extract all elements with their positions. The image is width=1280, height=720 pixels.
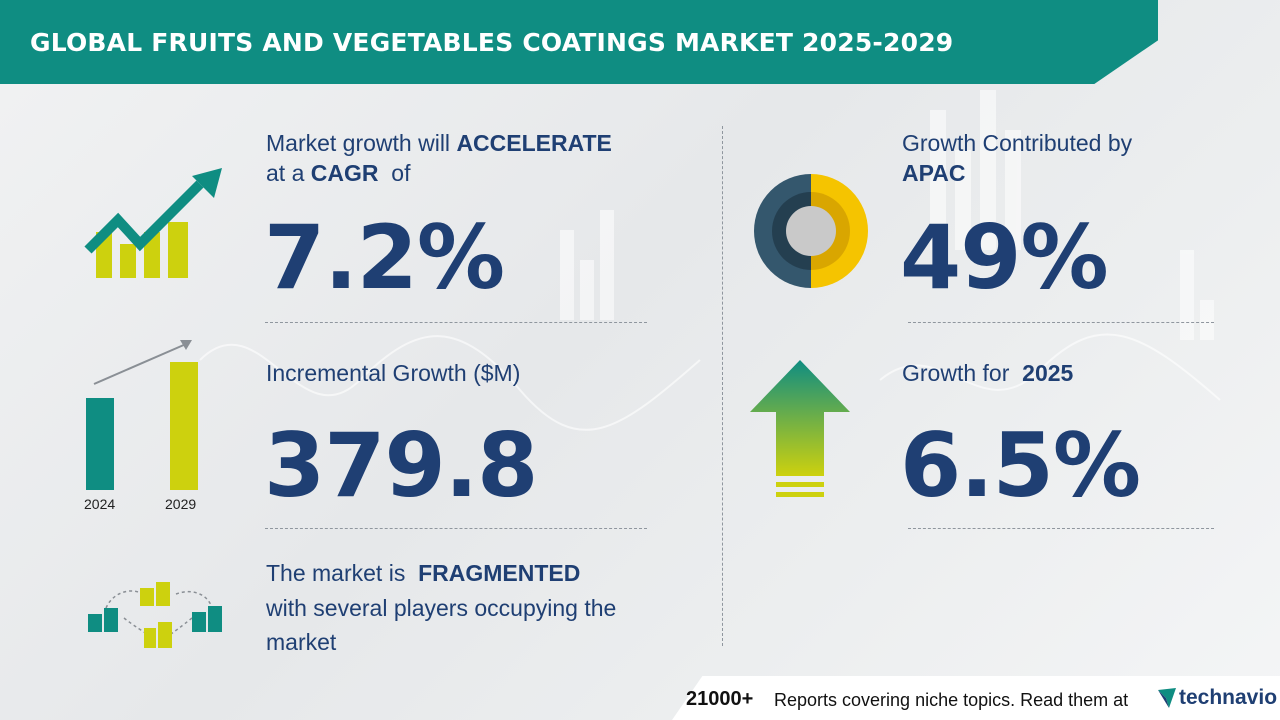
yoy-value: 6.5% xyxy=(900,414,1141,517)
yoy-label: Growth for 2025 xyxy=(902,358,1073,388)
divider-region xyxy=(908,322,1214,323)
divider-incremental xyxy=(265,528,647,529)
fragmented-buildings-icon xyxy=(88,582,222,648)
region-label-line2: APAC xyxy=(902,158,965,188)
cagr-label-cagr: CAGR xyxy=(310,160,379,186)
footer-text: Reports covering niche topics. Read them… xyxy=(774,690,1129,710)
technavio-brand: technavio xyxy=(1179,686,1278,709)
bar-growth-icon xyxy=(86,340,198,490)
divider-yoy xyxy=(908,528,1214,529)
cagr-label-line2: at a CAGR of xyxy=(266,158,410,188)
fragmented-line1: The market is FRAGMENTED xyxy=(266,558,580,588)
donut-share-icon xyxy=(754,174,868,288)
fragmented-line3: market xyxy=(266,629,337,655)
cagr-value: 7.2% xyxy=(264,206,505,309)
up-arrow-icon xyxy=(750,360,850,497)
page-title: GLOBAL FRUITS AND VEGETABLES COATINGS MA… xyxy=(30,28,954,57)
region-label-line1: Growth Contributed by xyxy=(902,130,1133,156)
divider-cagr xyxy=(265,322,647,323)
footer-bar xyxy=(672,676,1280,720)
cagr-label-prefix: Market growth will xyxy=(266,130,451,156)
region-label-emphasis: APAC xyxy=(902,160,966,186)
bar-label-2024: 2024 xyxy=(84,496,116,512)
footer-report-count: 21000+ xyxy=(686,688,754,710)
cagr-label-line1: Market growth will ACCELERATE xyxy=(266,128,612,158)
yoy-label-year: 2025 xyxy=(1022,360,1074,386)
cagr-label-at: at a xyxy=(266,160,305,186)
growth-chart-icon xyxy=(84,168,222,278)
yoy-label-prefix: Growth for xyxy=(902,360,1010,386)
region-value: 49% xyxy=(900,206,1109,309)
technavio-logo-icon xyxy=(1158,688,1176,708)
incremental-value: 379.8 xyxy=(264,414,538,517)
fragmented-line2: with several players occupying the xyxy=(266,595,617,621)
header-banner xyxy=(0,0,1158,84)
fragmented-prefix: The market is xyxy=(266,560,406,586)
cagr-label-of: of xyxy=(391,160,411,186)
bar-label-2029: 2029 xyxy=(165,496,197,512)
incremental-label: Incremental Growth ($M) xyxy=(266,360,521,386)
cagr-label-emphasis: ACCELERATE xyxy=(456,130,612,156)
technavio-logo[interactable]: technavio xyxy=(1158,686,1277,710)
fragmented-emphasis: FRAGMENTED xyxy=(418,560,581,586)
column-divider xyxy=(722,126,723,646)
